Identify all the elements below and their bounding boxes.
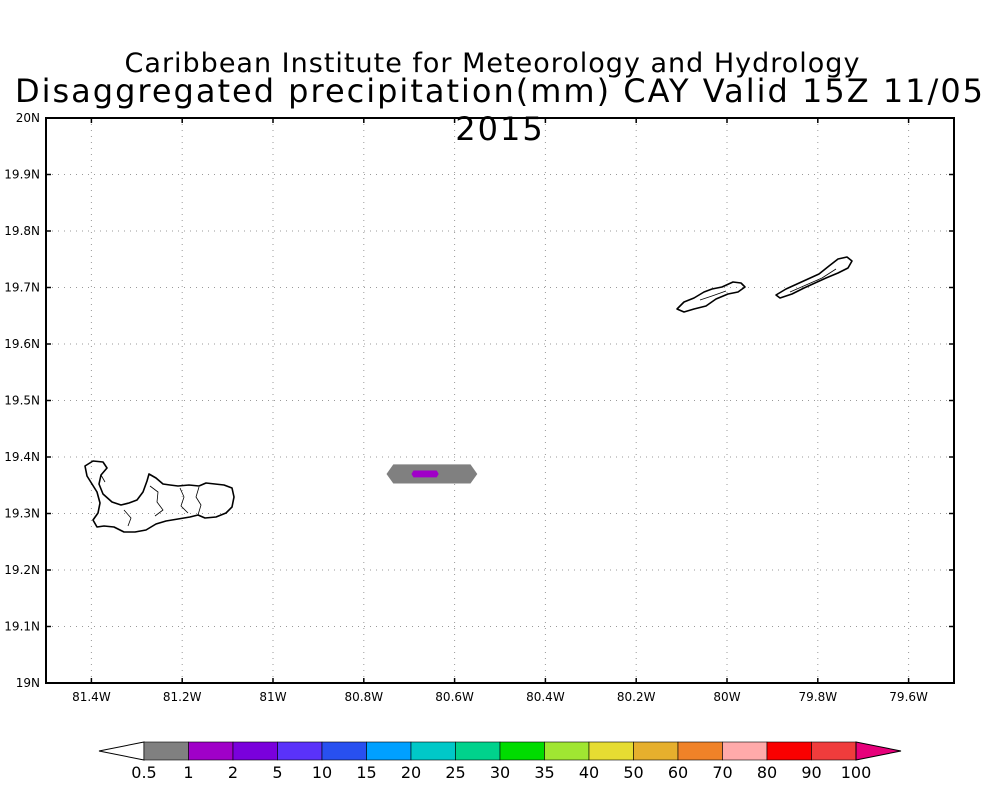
colorbar-label: 70 <box>712 763 732 782</box>
colorbar-low-triangle <box>98 741 145 761</box>
colorbar-label: 20 <box>401 763 421 782</box>
colorbar-label: 10 <box>312 763 332 782</box>
lon-tick-label: 81.2W <box>163 690 202 704</box>
lat-tick-label: 19.7N <box>4 281 40 295</box>
colorbar-high-triangle <box>855 741 902 761</box>
lat-tick-label: 19.1N <box>4 620 40 634</box>
colorbar: 0.5 1 2 5 10 15 20 25 30 35 40 50 60 70 80 90 100 <box>98 741 902 782</box>
colorbar-bin <box>188 741 234 761</box>
colorbar-bin <box>277 741 323 761</box>
little-cayman-outline-icon <box>676 281 746 313</box>
colorbar-bin <box>143 741 189 761</box>
colorbar-label: 0.5 <box>131 763 156 782</box>
lon-tick-label: 80W <box>713 690 740 704</box>
gridlines <box>46 118 954 683</box>
colorbar-bin <box>544 741 590 761</box>
colorbar-label: 40 <box>579 763 599 782</box>
colorbar-bin <box>811 741 857 761</box>
lat-tick-label: 19.9N <box>4 168 40 182</box>
colorbar-label: 2 <box>228 763 238 782</box>
lon-tick-label: 80.2W <box>617 690 656 704</box>
colorbar-bin <box>410 741 456 761</box>
lat-tick-label: 19.3N <box>4 507 40 521</box>
lon-tick-label: 80.4W <box>526 690 565 704</box>
colorbar-label: 5 <box>272 763 282 782</box>
colorbar-bin <box>366 741 412 761</box>
colorbar-bin <box>499 741 545 761</box>
precip-area-1 <box>411 470 439 478</box>
colorbar-label: 100 <box>841 763 872 782</box>
cayman-brac-outline-icon <box>775 256 853 299</box>
colorbar-label: 60 <box>668 763 688 782</box>
colorbar-label: 90 <box>801 763 821 782</box>
colorbar-bin <box>321 741 367 761</box>
title-product: Disaggregated precipitation(mm) CAY Vali… <box>14 72 986 148</box>
grand-cayman-outline-icon <box>84 460 235 533</box>
lat-tick-label: 19.4N <box>4 450 40 464</box>
title-institute: Caribbean Institute for Meteorology and … <box>124 48 861 79</box>
colorbar-bin <box>677 741 723 761</box>
colorbar-bin <box>633 741 679 761</box>
colorbar-bin <box>722 741 768 761</box>
lon-tick-label: 81.4W <box>72 690 111 704</box>
lat-tick-label: 19.8N <box>4 224 40 238</box>
colorbar-bin <box>766 741 812 761</box>
colorbar-bin <box>455 741 501 761</box>
colorbar-label: 25 <box>445 763 465 782</box>
lon-tick-label: 80.6W <box>435 690 474 704</box>
colorbar-bin <box>232 741 278 761</box>
lat-tick-label: 19.6N <box>4 337 40 351</box>
colorbar-bin <box>588 741 634 761</box>
colorbar-label: 30 <box>490 763 510 782</box>
lat-tick-label: 19.2N <box>4 563 40 577</box>
lon-tick-label: 79.8W <box>799 690 838 704</box>
lon-tick-label: 81W <box>259 690 286 704</box>
colorbar-label: 35 <box>534 763 554 782</box>
colorbar-label: 1 <box>183 763 193 782</box>
colorbar-label: 15 <box>356 763 376 782</box>
colorbar-label: 80 <box>757 763 777 782</box>
axis-ticks: 20N 19.9N 19.8N 19.7N 19.6N 19.5N 19.4N 19.3N 19… <box>4 111 954 704</box>
precipitation-layer <box>386 464 478 484</box>
lat-tick-label: 20N <box>16 111 40 125</box>
lat-tick-label: 19N <box>16 676 40 690</box>
lat-tick-label: 19.5N <box>4 394 40 408</box>
lon-tick-label: 79.6W <box>889 690 928 704</box>
lon-tick-label: 80.8W <box>345 690 384 704</box>
colorbar-label: 50 <box>623 763 643 782</box>
